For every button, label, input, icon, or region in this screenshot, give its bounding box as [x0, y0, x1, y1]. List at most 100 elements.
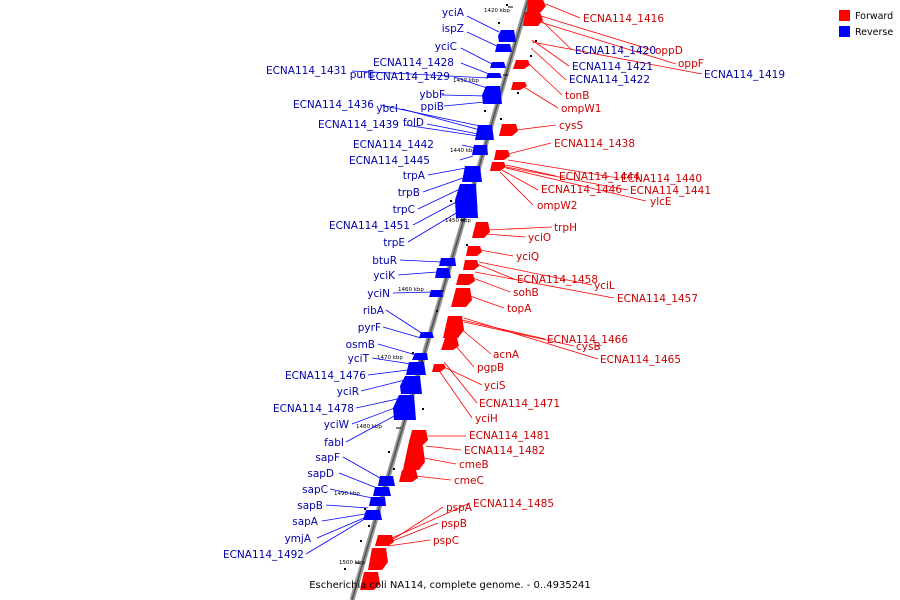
gene-label[interactable]: oppF: [678, 58, 704, 70]
gene-label[interactable]: yciR: [337, 386, 359, 398]
gene-label[interactable]: topA: [507, 303, 532, 315]
gene-label[interactable]: ECNA114_1471: [479, 398, 560, 410]
gene-label[interactable]: ybbF: [419, 89, 445, 101]
reverse-strand-genes: [363, 30, 516, 520]
gene-label[interactable]: ECNA114_1428: [373, 57, 454, 69]
gene-label[interactable]: ispZ: [442, 23, 464, 35]
gene-label[interactable]: ECNA114_1445: [349, 155, 430, 167]
gene-label[interactable]: ECNA114_1442: [353, 139, 434, 151]
gene-label[interactable]: acnA: [493, 349, 520, 361]
gene-block-reverse: [429, 290, 443, 297]
gene-label[interactable]: tonB: [565, 90, 589, 102]
gene-label[interactable]: osmB: [346, 339, 375, 351]
gene-label[interactable]: ECNA114_1436: [293, 99, 374, 111]
gene-label[interactable]: ymjA: [284, 533, 311, 545]
gene-label[interactable]: ECNA114_1439: [318, 119, 399, 131]
gene-label[interactable]: cysS: [559, 120, 583, 132]
gene-label[interactable]: pspB: [441, 518, 467, 530]
gene-block-forward: [375, 535, 394, 546]
gene-label[interactable]: yciK: [373, 270, 396, 282]
gene-label[interactable]: ECNA114_1429: [369, 71, 450, 83]
gene-label[interactable]: trpE: [383, 237, 405, 249]
gene-label[interactable]: ECNA114_1419: [704, 69, 785, 81]
gene-label[interactable]: ECNA114_1481: [469, 430, 550, 442]
gene-label[interactable]: btuR: [372, 255, 397, 267]
gene-label[interactable]: sapA: [292, 516, 319, 528]
gene-label[interactable]: yciH: [475, 413, 498, 425]
gene-label[interactable]: yciN: [367, 288, 390, 300]
gene-label[interactable]: trpC: [393, 204, 415, 216]
tick-label: 1420 kbp: [484, 8, 510, 14]
gene-label[interactable]: ompW1: [561, 103, 601, 115]
gene-block-reverse: [412, 353, 428, 360]
gene-label[interactable]: ECNA114_1478: [273, 403, 354, 415]
gene-label[interactable]: ompW2: [537, 200, 577, 212]
gene-label[interactable]: yciW: [324, 419, 350, 431]
gene-label[interactable]: sapB: [297, 500, 323, 512]
gene-label[interactable]: pspA: [446, 502, 473, 514]
gene-block-forward: [399, 470, 418, 482]
gene-label[interactable]: ECNA114_1441: [630, 185, 711, 197]
gene-label[interactable]: fabI: [324, 437, 344, 449]
gene-label[interactable]: yciA: [442, 7, 465, 19]
gene-label[interactable]: ECNA114_1438: [554, 138, 635, 150]
gene-label[interactable]: yciT: [348, 353, 370, 365]
gene-label[interactable]: ECNA114_1416: [583, 13, 664, 25]
gene-label[interactable]: ECNA114_1458: [517, 274, 598, 286]
gene-label[interactable]: ECNA114_1446: [541, 184, 622, 196]
gene-label[interactable]: yciC: [435, 41, 457, 53]
gene-block-forward: [490, 162, 506, 171]
gene-label[interactable]: ECNA114_1485: [473, 498, 554, 510]
gene-label[interactable]: yciO: [528, 232, 551, 244]
gene-label[interactable]: yciL: [594, 280, 615, 292]
gene-label[interactable]: pyrF: [358, 322, 381, 334]
gene-label[interactable]: cmeB: [459, 459, 489, 471]
gene-label[interactable]: cysB: [576, 341, 601, 353]
gene-label[interactable]: ppiB: [421, 101, 444, 113]
gene-label[interactable]: sohB: [513, 287, 539, 299]
gene-label[interactable]: ECNA114_1482: [464, 445, 545, 457]
legend-swatch-reverse: [839, 26, 850, 37]
gene-block-reverse: [472, 145, 488, 155]
gene-label[interactable]: trpH: [554, 222, 577, 234]
gene-label[interactable]: trpB: [398, 187, 420, 199]
gene-block-forward: [456, 274, 475, 285]
gene-label[interactable]: ybcI: [376, 103, 398, 115]
gene-label[interactable]: ECNA114_1444: [559, 171, 640, 183]
forward-labels: ECNA114_1416 oppD ECNA114_1420 oppF ECNA…: [433, 13, 785, 547]
gene-label[interactable]: pspC: [433, 535, 459, 547]
gene-block-forward: [472, 222, 490, 238]
gene-label[interactable]: yciQ: [516, 251, 539, 263]
gene-label[interactable]: ECNA114_1420: [575, 45, 656, 57]
gene-label[interactable]: sapF: [315, 452, 340, 464]
gene-label[interactable]: ribA: [363, 305, 385, 317]
gene-label[interactable]: folD: [403, 117, 424, 129]
gene-label[interactable]: ECNA114_1492: [223, 549, 304, 561]
gene-label[interactable]: ECNA114_1466: [547, 334, 628, 346]
gene-label[interactable]: ylcE: [650, 196, 672, 208]
gene-label[interactable]: ECNA114_1457: [617, 293, 698, 305]
gene-label[interactable]: pgpB: [477, 362, 504, 374]
gene-label[interactable]: trpA: [403, 170, 426, 182]
gene-label[interactable]: oppD: [655, 45, 683, 57]
gene-label[interactable]: ECNA114_1476: [285, 370, 366, 382]
gene-label[interactable]: ECNA114_1465: [600, 354, 681, 366]
gene-label[interactable]: sapD: [307, 468, 334, 480]
gene-label[interactable]: ECNA114_1451: [329, 220, 410, 232]
tick-label: 1440 kbp: [450, 148, 476, 154]
gene-label[interactable]: cmeC: [454, 475, 484, 487]
legend-swatch-forward: [839, 10, 850, 21]
gene-block-reverse: [486, 73, 502, 78]
gene-label[interactable]: ECNA114_1440: [621, 173, 702, 185]
gene-label[interactable]: ECNA114_1422: [569, 74, 650, 86]
gene-label[interactable]: ECNA114_1421: [572, 61, 653, 73]
gene-block-reverse: [455, 184, 478, 218]
gene-label[interactable]: purE: [350, 69, 374, 81]
gene-block-reverse: [498, 30, 516, 42]
gene-block-forward: [523, 12, 543, 26]
gene-label[interactable]: sapC: [302, 484, 328, 496]
gene-block-reverse: [393, 395, 416, 420]
gene-label[interactable]: yciS: [484, 380, 506, 392]
gene-label[interactable]: ECNA114_1431: [266, 65, 347, 77]
